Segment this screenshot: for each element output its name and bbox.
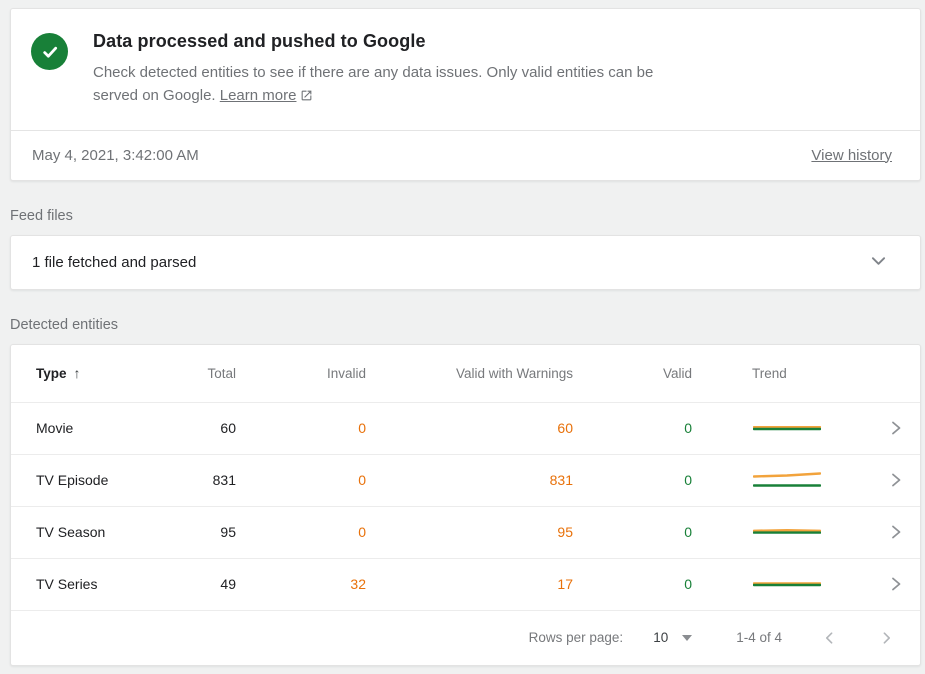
valid-with-warnings-cell: 831 <box>549 472 573 488</box>
table-pagination: Rows per page: 10 1-4 of 4 <box>11 609 920 665</box>
trend-sparkline <box>692 418 868 438</box>
total-cell: 60 <box>220 420 236 436</box>
rows-per-page-label: Rows per page: <box>528 630 624 645</box>
total-cell: 95 <box>220 524 236 540</box>
column-header-valid-with-warnings[interactable]: Valid with Warnings <box>455 365 573 381</box>
status-card-body: Data processed and pushed to Google Chec… <box>11 9 920 130</box>
view-history-link[interactable]: View history <box>811 146 892 164</box>
type-cell: TV Series <box>36 576 98 592</box>
column-header-invalid[interactable]: Invalid <box>326 365 366 381</box>
table-header-row: Type ↑ Total Invalid Valid with Warnings… <box>11 345 920 402</box>
row-detail-chevron-right-icon[interactable] <box>868 471 904 489</box>
detected-entities-section-label: Detected entities <box>10 316 119 333</box>
table-row-tv-episode[interactable]: TV Episode 831 0 831 0 <box>11 453 920 506</box>
column-header-valid[interactable]: Valid <box>662 365 692 381</box>
status-description: Check detected entities to see if there … <box>93 61 658 110</box>
table-body: Movie 60 0 60 0 TV Episode 831 0 831 0 TV Season 95… <box>11 401 920 610</box>
invalid-cell: 32 <box>350 576 366 592</box>
feed-files-summary: 1 file fetched and parsed <box>32 253 197 271</box>
table-row-tv-series[interactable]: TV Series 49 32 17 0 <box>11 557 920 610</box>
valid-with-warnings-cell: 60 <box>557 420 573 436</box>
table-row-movie[interactable]: Movie 60 0 60 0 <box>11 401 920 454</box>
invalid-cell: 0 <box>358 420 366 436</box>
status-texts: Data processed and pushed to Google Chec… <box>93 31 658 110</box>
row-detail-chevron-right-icon[interactable] <box>868 523 904 541</box>
next-page-button[interactable] <box>878 630 894 646</box>
sort-ascending-icon: ↑ <box>73 365 81 381</box>
success-check-icon <box>31 33 68 70</box>
column-header-type[interactable]: Type ↑ <box>36 365 176 381</box>
learn-more-link[interactable]: Learn more <box>219 87 297 105</box>
rows-per-page-value[interactable]: 10 <box>653 630 669 645</box>
invalid-cell: 0 <box>358 472 366 488</box>
valid-cell: 0 <box>684 576 692 592</box>
status-title: Data processed and pushed to Google <box>93 31 426 51</box>
row-detail-chevron-right-icon[interactable] <box>868 575 904 593</box>
invalid-cell: 0 <box>358 524 366 540</box>
valid-with-warnings-cell: 17 <box>557 576 573 592</box>
pagination-range-label: 1-4 of 4 <box>736 630 782 645</box>
type-cell: Movie <box>36 420 74 436</box>
status-footer: May 4, 2021, 3:42:00 AM View history <box>11 129 920 180</box>
previous-page-button[interactable] <box>822 630 838 646</box>
row-detail-chevron-right-icon[interactable] <box>868 419 904 437</box>
trend-sparkline <box>692 522 868 542</box>
trend-sparkline <box>692 470 868 490</box>
open-in-new-icon <box>300 86 313 109</box>
status-card: Data processed and pushed to Google Chec… <box>10 8 921 181</box>
valid-cell: 0 <box>684 420 692 436</box>
total-cell: 49 <box>220 576 236 592</box>
feed-files-card[interactable]: 1 file fetched and parsed <box>10 234 921 290</box>
chevron-down-icon[interactable] <box>871 253 886 271</box>
total-cell: 831 <box>212 472 236 488</box>
valid-with-warnings-cell: 95 <box>557 524 573 540</box>
column-header-trend: Trend <box>752 365 787 381</box>
trend-sparkline <box>692 574 868 594</box>
rows-per-page-dropdown-icon[interactable] <box>682 634 693 641</box>
type-cell: TV Episode <box>36 472 109 488</box>
type-cell: TV Season <box>36 524 106 540</box>
column-header-type-label: Type <box>36 365 67 381</box>
column-header-total[interactable]: Total <box>207 365 236 381</box>
table-row-tv-season[interactable]: TV Season 95 0 95 0 <box>11 505 920 558</box>
valid-cell: 0 <box>684 524 692 540</box>
feed-files-section-label: Feed files <box>10 207 73 224</box>
processing-timestamp: May 4, 2021, 3:42:00 AM <box>32 146 199 164</box>
status-description-text: Check detected entities to see if there … <box>93 64 654 105</box>
detected-entities-table: Type ↑ Total Invalid Valid with Warnings… <box>10 343 921 666</box>
valid-cell: 0 <box>684 472 692 488</box>
